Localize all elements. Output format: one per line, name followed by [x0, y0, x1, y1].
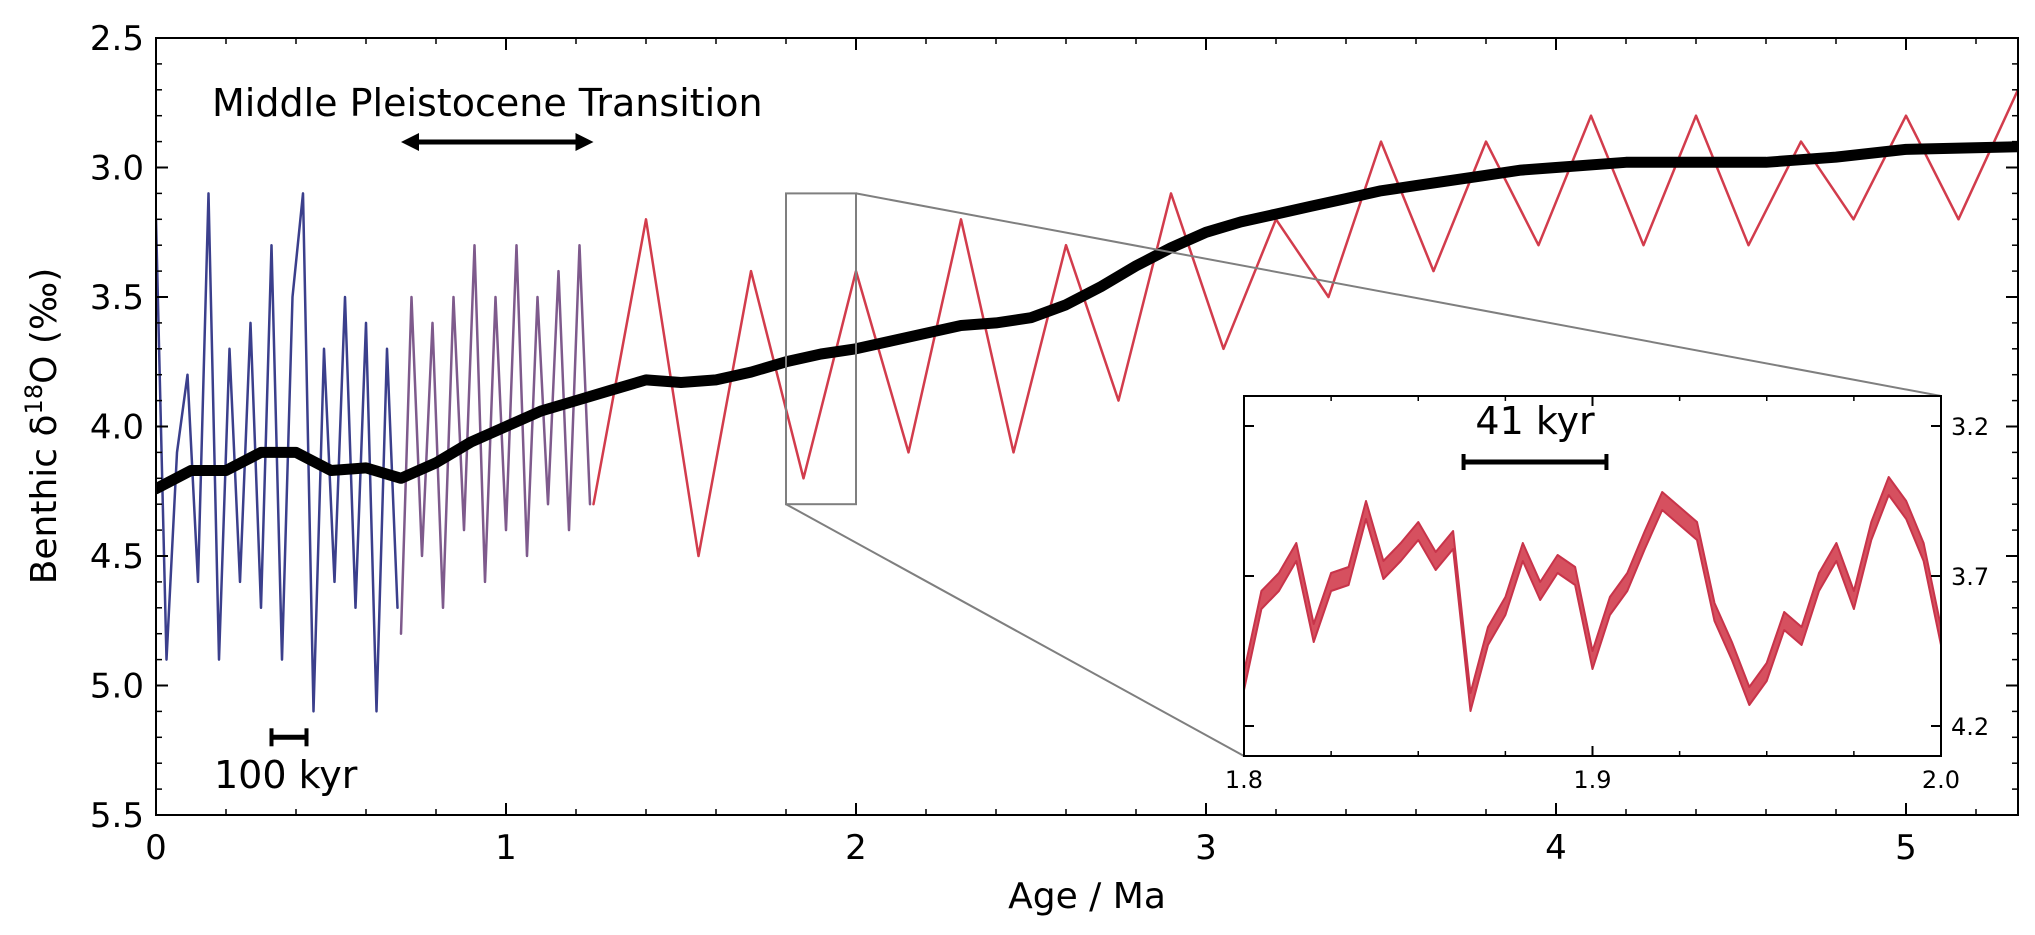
- y-tick-label: 4.0: [90, 408, 144, 448]
- y-axis-label-superscript: 18: [20, 384, 48, 415]
- inset-y-tick-label: 3.2: [1951, 413, 1989, 441]
- inset-scale-bar: [1461, 454, 1609, 470]
- inset-band: [1244, 476, 1941, 712]
- y-tick-label: 5.0: [90, 667, 144, 707]
- x-tick-label: 4: [1545, 828, 1567, 868]
- scale-bar-100kyr: [269, 728, 309, 747]
- inset-ticks: 1.8 1.9 2.0 3.2 3.7 4.2: [1225, 396, 1989, 794]
- y-axis-label-suffix: O (‰): [24, 268, 65, 384]
- zoom-connector-top: [855, 192, 1942, 397]
- mpt-arrow-head-right: [575, 133, 594, 151]
- inset-plot: 1.8 1.9 2.0 3.2 3.7 4.2 41 kyr: [1225, 395, 1989, 794]
- series-line-2: [399, 243, 592, 635]
- mpt-arrow: [401, 133, 594, 151]
- inset-y-tick-label: 3.7: [1951, 563, 1989, 591]
- zoom-indicator: [785, 192, 1942, 757]
- x-tick-label: 0: [145, 828, 167, 868]
- y-tick-label: 3.5: [90, 278, 144, 318]
- x-tick-label: 5: [1895, 828, 1917, 868]
- inset-y-tick-label: 4.2: [1951, 713, 1989, 741]
- inset-scale-label: 41 kyr: [1475, 399, 1595, 443]
- x-axis-label: Age / Ma: [1008, 876, 1166, 917]
- mpt-label: Middle Pleistocene Transition: [212, 81, 763, 125]
- x-axis-ticks: 0 1 2 3 4 5: [145, 38, 1977, 868]
- y-axis-label: Benthic δ18O (‰): [20, 268, 65, 585]
- zoom-connector-bottom: [785, 503, 1245, 757]
- zoom-box: [785, 192, 857, 506]
- y-tick-label: 3.0: [90, 149, 144, 189]
- inset-x-tick-label: 2.0: [1922, 766, 1960, 794]
- x-tick-label: 3: [1195, 828, 1217, 868]
- inset-x-tick-label: 1.9: [1573, 766, 1611, 794]
- inset-series-group: [1244, 476, 1941, 712]
- trend-line: [156, 141, 2018, 495]
- series-line-3: [592, 88, 2018, 558]
- x-tick-label: 1: [495, 828, 517, 868]
- y-axis-ticks: 2.5 3.0 3.5 4.0 4.5 5.0 5.5: [90, 19, 2018, 836]
- y-axis-label-prefix: Benthic δ: [24, 414, 65, 584]
- x-tick-label: 2: [845, 828, 867, 868]
- y-tick-label: 4.5: [90, 537, 144, 577]
- scale-100-label: 100 kyr: [214, 753, 358, 797]
- y-tick-label: 2.5: [90, 19, 144, 59]
- trend-group: [156, 141, 2018, 495]
- mpt-arrow-head-left: [401, 133, 419, 151]
- y-tick-label: 5.5: [90, 796, 144, 836]
- inset-x-tick-label: 1.8: [1225, 766, 1263, 794]
